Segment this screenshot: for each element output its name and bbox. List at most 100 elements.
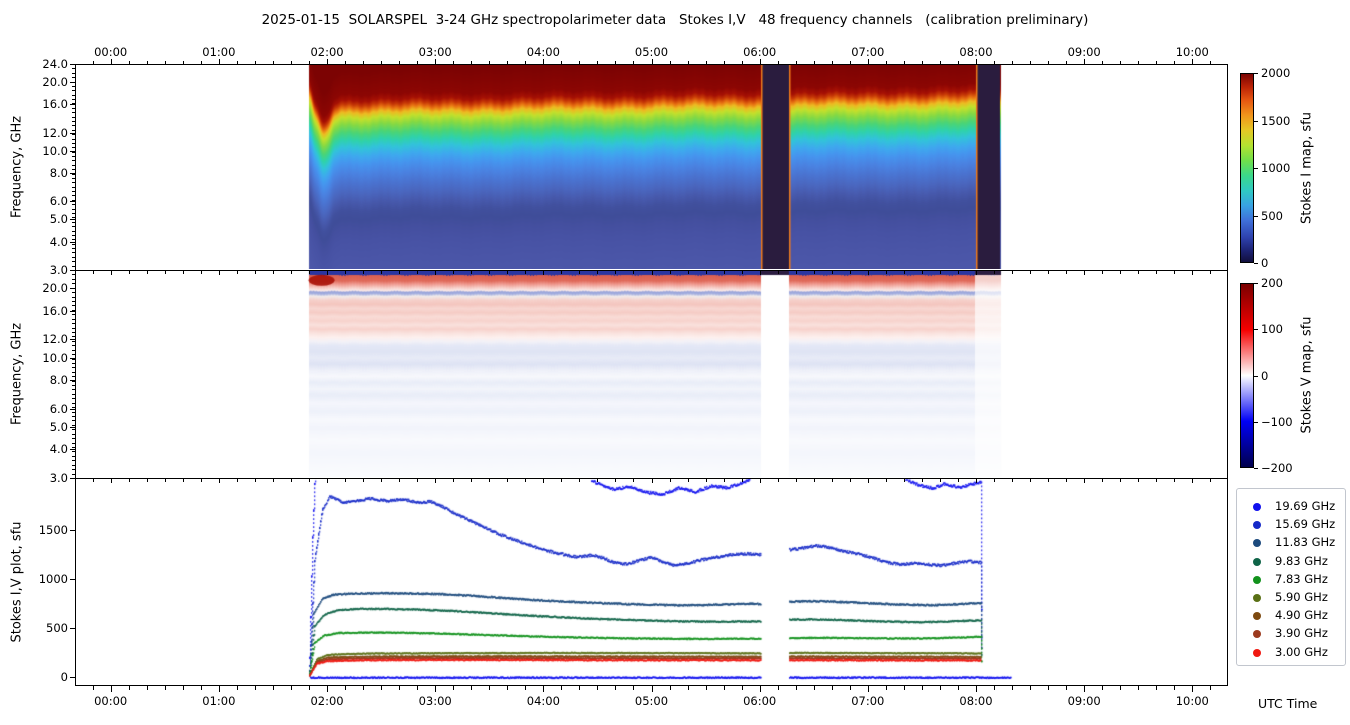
time-minor-tick	[921, 686, 923, 690]
stokes-iv-plot-panel	[76, 479, 1227, 685]
time-minor-tick	[200, 479, 202, 482]
colorbar-tick	[1254, 283, 1258, 284]
freq-tick-label: 12.0	[42, 332, 68, 347]
freq-minor-tick	[72, 138, 75, 140]
stokes-i-colorbar-label: Stokes I map, sfu	[1299, 112, 1315, 224]
freq-minor-tick	[72, 213, 75, 215]
legend-item: 11.83 GHz	[1237, 533, 1347, 552]
freq-minor-tick	[72, 177, 75, 179]
freq-minor-tick	[72, 420, 75, 422]
freq-minor-tick	[72, 292, 75, 294]
time-minor-tick	[1156, 479, 1158, 482]
time-major-tick	[218, 479, 220, 483]
time-major-tick	[759, 59, 761, 64]
legend-label: 5.90 GHz	[1275, 590, 1328, 604]
colorbar-tick	[1254, 73, 1258, 74]
freq-tick-label: 6.0	[49, 401, 68, 416]
freq-major-tick	[70, 150, 75, 152]
time-minor-tick	[345, 61, 347, 64]
time-minor-tick	[579, 61, 581, 64]
freq-minor-tick	[72, 455, 75, 457]
time-major-tick	[867, 59, 869, 64]
freq-minor-tick	[72, 407, 75, 409]
time-minor-tick	[453, 61, 455, 64]
legend-marker-icon	[1253, 612, 1261, 621]
time-minor-tick	[831, 271, 833, 274]
freq-major-tick	[70, 241, 75, 243]
time-minor-tick	[741, 686, 743, 690]
freq-tick-label: 12.0	[42, 125, 68, 140]
legend-item: 3.90 GHz	[1237, 624, 1347, 643]
time-minor-tick	[272, 271, 274, 274]
time-minor-tick	[146, 271, 148, 274]
time-minor-tick	[669, 61, 671, 64]
time-minor-tick	[633, 479, 635, 482]
time-major-tick	[543, 479, 545, 483]
time-minor-tick	[813, 479, 815, 482]
time-major-tick	[975, 686, 977, 692]
freq-major-tick	[70, 82, 75, 84]
time-minor-tick	[471, 271, 473, 274]
time-minor-tick	[921, 479, 923, 482]
time-minor-tick	[1066, 271, 1068, 274]
time-minor-tick	[903, 271, 905, 274]
freq-minor-tick	[72, 380, 75, 382]
legend-item: 15.69 GHz	[1237, 515, 1347, 534]
time-major-tick	[1192, 686, 1194, 692]
time-minor-tick	[399, 271, 401, 274]
time-minor-tick	[1102, 479, 1104, 482]
legend-marker-icon	[1253, 539, 1261, 548]
freq-minor-tick	[72, 90, 75, 92]
time-minor-tick	[849, 61, 851, 64]
time-minor-tick	[489, 61, 491, 64]
freq-minor-tick	[72, 221, 75, 223]
time-minor-tick	[507, 61, 509, 64]
time-minor-tick	[254, 479, 256, 482]
stokes-i-colorbar	[1240, 73, 1254, 263]
freq-minor-tick	[72, 156, 75, 158]
time-minor-tick	[92, 61, 94, 64]
freq-minor-tick	[72, 204, 75, 206]
utc-time-label: UTC Time	[1258, 696, 1318, 711]
freq-minor-tick	[72, 199, 75, 201]
freq-axis-label-mid: Frequency, GHz	[9, 322, 25, 426]
time-minor-tick	[254, 271, 256, 274]
freq-minor-tick	[72, 287, 75, 289]
time-major-tick	[651, 686, 653, 692]
time-tick-label: 04:00	[526, 45, 560, 59]
time-minor-tick	[885, 686, 887, 690]
time-minor-tick	[705, 479, 707, 482]
time-minor-tick	[507, 479, 509, 482]
plot-frame	[75, 64, 1228, 686]
freq-major-tick	[70, 379, 75, 381]
time-minor-tick	[1030, 686, 1032, 690]
time-tick-label: 09:00	[1067, 45, 1101, 59]
freq-minor-tick	[72, 252, 75, 254]
freq-minor-tick	[72, 318, 75, 320]
freq-tick-label: 8.0	[49, 165, 68, 180]
time-minor-tick	[687, 686, 689, 690]
freq-minor-tick	[72, 314, 75, 316]
colorbar-tick	[1254, 120, 1258, 122]
time-minor-tick	[1102, 61, 1104, 64]
time-minor-tick	[345, 271, 347, 274]
freq-minor-tick	[72, 274, 75, 276]
time-minor-tick	[1048, 686, 1050, 690]
time-minor-tick	[92, 271, 94, 274]
time-minor-tick	[399, 479, 401, 482]
freq-minor-tick	[72, 195, 75, 197]
freq-minor-tick	[72, 345, 75, 347]
time-minor-tick	[903, 61, 905, 64]
time-tick-label: 10:00	[1175, 694, 1209, 708]
time-major-tick	[1084, 686, 1086, 692]
time-minor-tick	[777, 479, 779, 482]
time-major-tick	[975, 479, 977, 483]
time-minor-tick	[921, 61, 923, 64]
freq-minor-tick	[72, 186, 75, 188]
time-minor-tick	[1030, 271, 1032, 274]
freq-minor-tick	[72, 226, 75, 228]
time-major-tick	[1192, 479, 1194, 483]
freq-major-tick	[70, 408, 75, 410]
freq-minor-tick	[72, 208, 75, 210]
